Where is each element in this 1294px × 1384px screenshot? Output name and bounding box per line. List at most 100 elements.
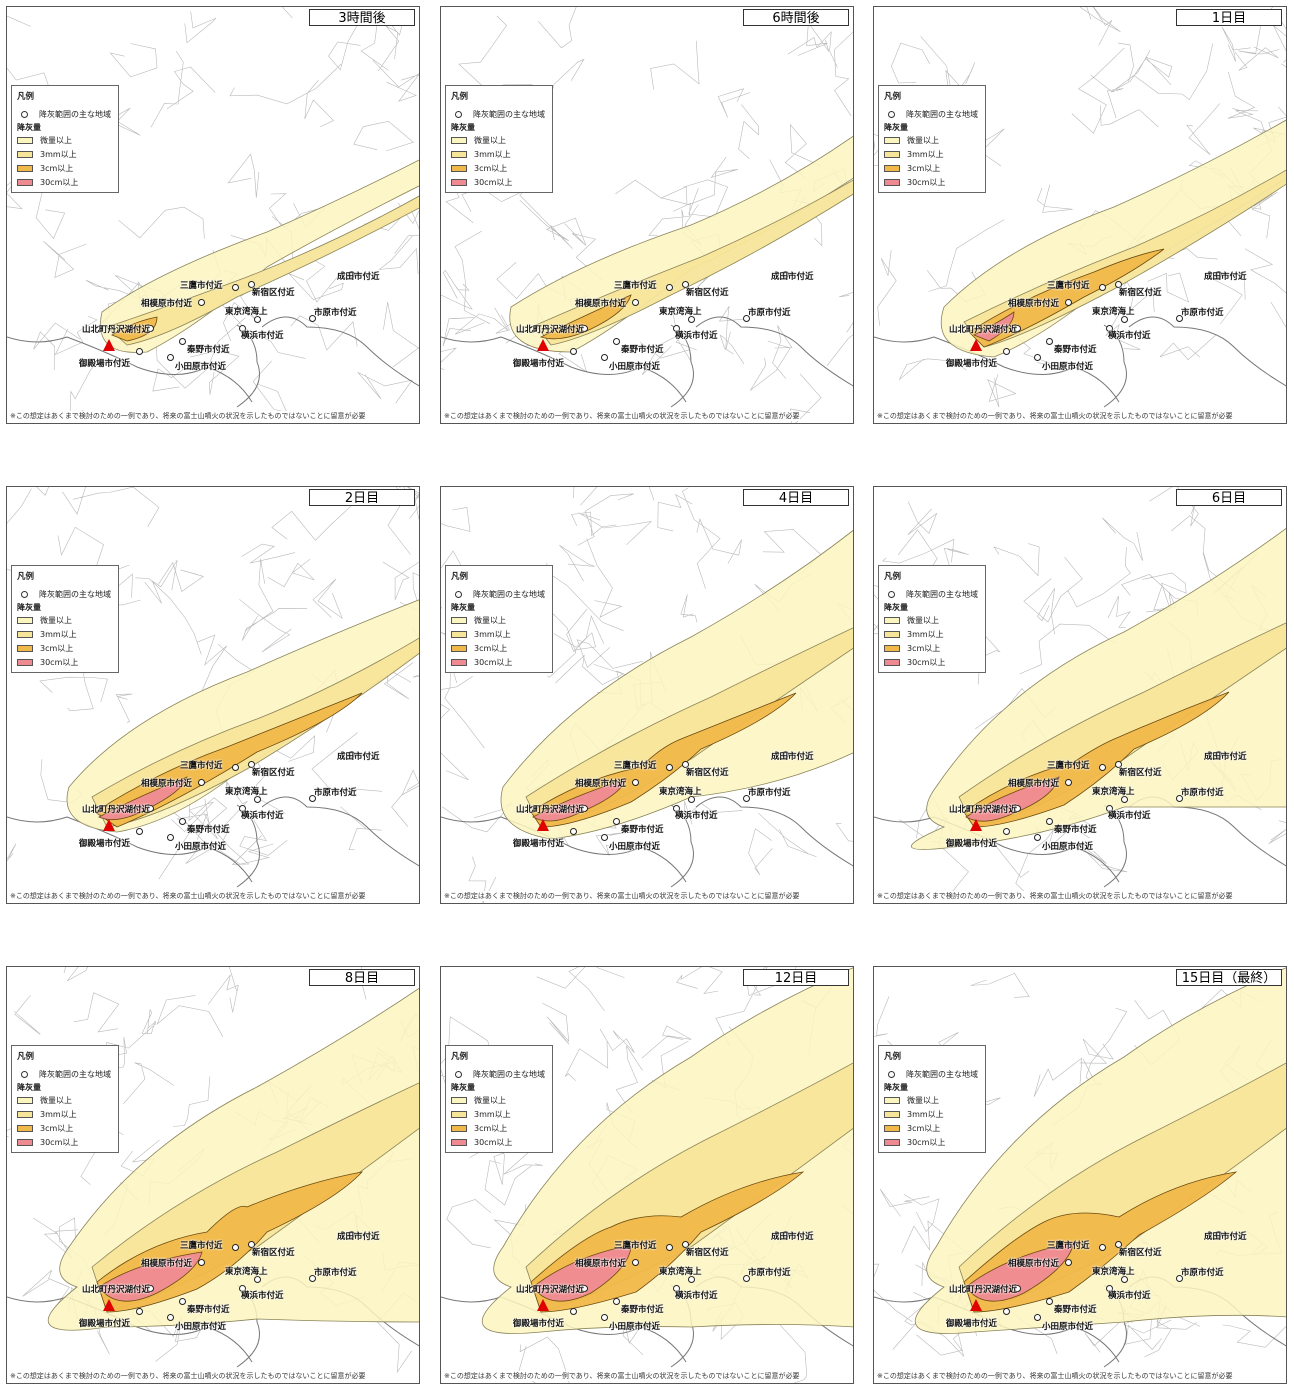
map-panel: 山北町丹沢湖付近 御殿場市付近 小田原市付近 秦野市付近 相模原市付近 三鷹市付近 新宿区付… <box>440 6 854 424</box>
volcano-marker <box>103 819 115 831</box>
legend-item-label: 3mm以上 <box>40 1109 77 1119</box>
volcano-marker <box>970 819 982 831</box>
place-point <box>1121 1276 1128 1283</box>
footnote: ※この想定はあくまで検討のための一例であり、将来の富士山噴火の状況を示したもので… <box>444 411 800 421</box>
ashfall-area-mid <box>106 195 419 346</box>
place-point <box>1121 796 1128 803</box>
place-point <box>613 1298 620 1305</box>
place-label-mitaka: 三鷹市付近 <box>614 1241 657 1251</box>
place-label-ichihara: 市原市付近 <box>314 788 357 798</box>
place-label-narita: 成田市付近 <box>337 1232 380 1242</box>
legend-item-label: 3cm以上 <box>907 1123 941 1133</box>
place-point <box>601 1314 608 1321</box>
map-panel: 山北町丹沢湖付近 御殿場市付近 小田原市付近 秦野市付近 相模原市付近 三鷹市付近 新宿区付… <box>873 486 1287 904</box>
place-label-yokohama: 横浜市付近 <box>1108 811 1151 821</box>
coastline <box>7 316 419 408</box>
place-point <box>198 299 205 306</box>
place-label-hadano: 秦野市付近 <box>187 1305 230 1315</box>
footnote: ※この想定はあくまで検討のための一例であり、将来の富士山噴火の状況を示したもので… <box>877 1371 1233 1381</box>
place-point <box>601 354 608 361</box>
ashfall-map <box>874 967 1286 1383</box>
place-label-ichihara: 市原市付近 <box>1181 1268 1224 1278</box>
place-point <box>1034 834 1041 841</box>
place-point <box>239 805 246 812</box>
place-point <box>782 271 789 278</box>
place-point <box>179 1298 186 1305</box>
footnote: ※この想定はあくまで検討のための一例であり、将来の富士山噴火の状況を示したもので… <box>444 891 800 901</box>
place-label-sagamihara: 相模原市付近 <box>141 779 193 789</box>
place-point <box>1099 764 1106 771</box>
place-label-narita: 成田市付近 <box>337 752 380 762</box>
place-label-hadano: 秦野市付近 <box>187 825 230 835</box>
legend-title: 凡例 <box>884 1052 902 1062</box>
legend-title: 凡例 <box>451 572 469 582</box>
place-label-sagamihara: 相模原市付近 <box>575 779 627 789</box>
place-point <box>136 348 143 355</box>
place-point <box>1065 299 1072 306</box>
legend: 凡例 降灰範囲の主な地域 降灰量 微量以上 3mm以上 3cm以上 30cm以上 <box>445 1045 553 1153</box>
legend-swatch <box>451 630 467 638</box>
legend-circle-label: 降灰範囲の主な地域 <box>906 1069 978 1079</box>
legend-item-label: 3cm以上 <box>474 163 508 173</box>
place-point <box>239 325 246 332</box>
ashfall-map <box>7 487 419 903</box>
place-label-mitaka: 三鷹市付近 <box>180 1241 223 1251</box>
place-point <box>1106 325 1113 332</box>
circle-icon <box>888 590 895 598</box>
place-point <box>688 316 695 323</box>
place-point <box>198 1259 205 1266</box>
ashfall-map <box>874 7 1286 423</box>
ashfall-map <box>7 967 419 1383</box>
legend-circle-label: 降灰範囲の主な地域 <box>906 589 978 599</box>
time-label: 8日目 <box>309 969 415 986</box>
place-point <box>613 818 620 825</box>
place-label-odawara: 小田原市付近 <box>175 1322 227 1332</box>
place-label-hadano: 秦野市付近 <box>1054 345 1097 355</box>
legend-swatch <box>884 164 900 172</box>
legend-item-label: 微量以上 <box>474 1095 506 1105</box>
place-label-yokohama: 横浜市付近 <box>241 331 284 341</box>
ashfall-area-orange <box>968 248 1165 348</box>
legend-swatch <box>17 1138 33 1146</box>
footnote: ※この想定はあくまで検討のための一例であり、将来の富士山噴火の状況を示したもので… <box>10 891 366 901</box>
place-label-gotemba: 御殿場市付近 <box>946 839 998 849</box>
place-point <box>136 1308 143 1315</box>
place-label-gotemba: 御殿場市付近 <box>513 1319 565 1329</box>
place-label-ichihara: 市原市付近 <box>314 1268 357 1278</box>
legend-swatch <box>451 178 467 186</box>
place-label-sagamihara: 相模原市付近 <box>1008 779 1060 789</box>
legend-item-label: 3cm以上 <box>907 163 941 173</box>
place-point <box>167 1314 174 1321</box>
legend-swatch <box>451 658 467 666</box>
legend-subtitle: 降灰量 <box>884 123 908 132</box>
ashfall-area-red <box>532 778 627 822</box>
legend-item-label: 3mm以上 <box>40 629 77 639</box>
place-label-shinjuku: 新宿区付近 <box>1119 288 1162 298</box>
place-label-yamakita: 山北町丹沢湖付近 <box>516 325 585 335</box>
place-point <box>743 1275 750 1282</box>
place-label-yokohama: 横浜市付近 <box>675 1291 718 1301</box>
place-point <box>601 834 608 841</box>
volcano-marker <box>537 1299 549 1311</box>
legend-item-label: 微量以上 <box>40 615 72 625</box>
place-label-gotemba: 御殿場市付近 <box>79 839 131 849</box>
legend-item-label: 3mm以上 <box>474 149 511 159</box>
place-point <box>581 1285 588 1292</box>
legend: 凡例 降灰範囲の主な地域 降灰量 微量以上 3mm以上 3cm以上 30cm以上 <box>878 85 986 193</box>
place-label-sagamihara: 相模原市付近 <box>575 299 627 309</box>
legend-item-label: 3mm以上 <box>474 629 511 639</box>
place-point <box>581 325 588 332</box>
place-label-odawara: 小田原市付近 <box>1042 1322 1094 1332</box>
legend-swatch <box>451 1124 467 1132</box>
place-label-gotemba: 御殿場市付近 <box>946 359 998 369</box>
place-label-yamakita: 山北町丹沢湖付近 <box>949 805 1018 815</box>
place-point <box>254 316 261 323</box>
time-label: 12日目 <box>743 969 849 986</box>
legend-item-label: 微量以上 <box>40 1095 72 1105</box>
place-label-mitaka: 三鷹市付近 <box>180 761 223 771</box>
place-label-tokyobay: 東京湾海上 <box>659 307 702 317</box>
place-label-yamakita: 山北町丹沢湖付近 <box>949 325 1018 335</box>
place-point <box>239 1285 246 1292</box>
place-point <box>1034 354 1041 361</box>
place-point <box>1003 348 1010 355</box>
